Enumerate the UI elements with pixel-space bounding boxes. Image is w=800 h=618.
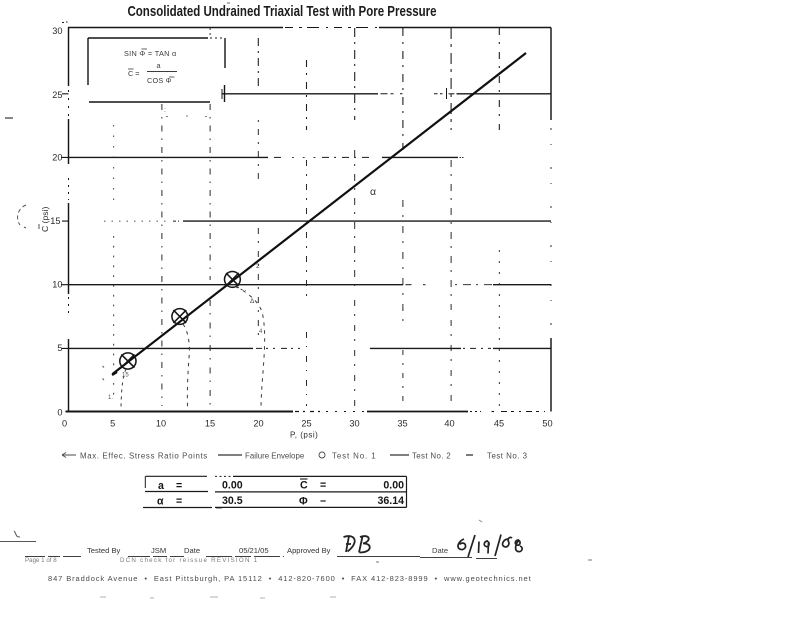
svg-text:20: 20 [253,419,263,429]
svg-text:0.00: 0.00 [222,480,243,492]
svg-text:25: 25 [301,419,311,429]
svg-text:α: α [370,186,376,198]
svg-text:P, (psi): P, (psi) [290,431,318,440]
svg-text:Max. Effec. Stress Ratio Point: Max. Effec. Stress Ratio Points [80,452,208,461]
svg-text:15: 15 [205,419,215,429]
svg-text:20: 20 [52,152,62,162]
svg-text:Test No. 1: Test No. 1 [332,452,377,461]
svg-text:Test No. 2: Test No. 2 [412,452,451,461]
svg-text:4: 4 [259,329,263,335]
svg-text:30: 30 [52,26,62,36]
svg-text:=: = [176,496,182,508]
svg-text:C (psi): C (psi) [40,207,50,232]
svg-text:30: 30 [349,419,359,429]
svg-text:Page 1 of 8: Page 1 of 8 [25,557,57,564]
svg-text:α: α [157,496,164,508]
svg-text:05/21/05: 05/21/05 [239,546,269,555]
svg-text:0: 0 [62,419,67,429]
svg-text:35: 35 [397,419,407,429]
svg-text:5: 5 [57,343,62,353]
svg-text:DCN check for reissue REVISION: DCN check for reissue REVISION 1 [120,557,258,564]
svg-text:Date: Date [432,546,448,555]
svg-text:0: 0 [57,407,62,417]
svg-text:1.: 1. [108,395,113,401]
svg-text:=: = [320,480,326,492]
svg-text:10: 10 [156,419,166,429]
svg-text:30.5: 30.5 [222,495,243,507]
svg-text:2: 2 [256,263,260,270]
svg-text:5: 5 [110,419,115,429]
svg-text:10: 10 [52,280,62,290]
svg-text::: : [164,107,166,114]
svg-text:a: a [158,480,164,492]
svg-text:SIN Φ = TAN α: SIN Φ = TAN α [124,49,177,58]
svg-text:45: 45 [494,419,504,429]
svg-text:Date: Date [184,546,200,555]
svg-text:Φ: Φ [299,496,308,508]
svg-text:Failure Envelope: Failure Envelope [245,452,305,461]
svg-text:JSM: JSM [151,546,166,555]
svg-text:15: 15 [50,216,60,226]
svg-text:847 Braddock Avenue • East P: 847 Braddock Avenue • East Pittsburgh, P… [48,574,532,583]
svg-text:0.00: 0.00 [383,480,404,492]
svg-text:−: − [320,496,326,508]
svg-text:40: 40 [444,419,454,429]
svg-text:Δ: Δ [250,298,255,305]
svg-text:36.14: 36.14 [377,495,404,507]
svg-text:=: = [176,480,182,492]
svg-text:Test No. 3: Test No. 3 [487,452,528,461]
svg-text:C: C [300,480,308,492]
svg-text:25: 25 [52,90,62,100]
svg-text:15: 15 [122,373,129,379]
svg-text:Approved By: Approved By [287,546,331,555]
svg-text:C =: C = [128,69,140,78]
svg-text:50: 50 [542,419,552,429]
svg-text:a: a [157,61,162,70]
svg-text:COS Φ: COS Φ [147,76,172,85]
svg-text:Tested By: Tested By [87,546,121,555]
svg-text:Consolidated Undrained Triaxia: Consolidated Undrained Triaxial Test wit… [127,3,436,20]
